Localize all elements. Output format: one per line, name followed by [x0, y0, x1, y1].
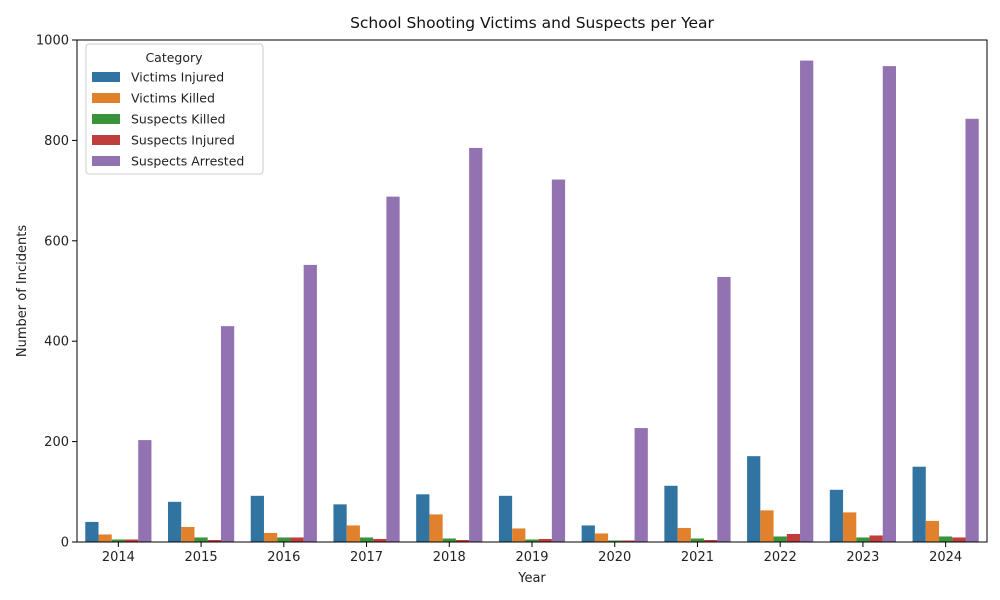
legend-swatch	[92, 93, 120, 103]
bar	[469, 147, 483, 542]
bar	[760, 510, 774, 542]
bar	[168, 501, 182, 542]
bar	[912, 466, 926, 542]
bar	[359, 537, 374, 542]
bar	[882, 66, 896, 542]
bar	[442, 538, 456, 542]
bar	[290, 537, 304, 542]
bar	[333, 504, 347, 542]
bar	[124, 539, 139, 542]
y-tick-label: 1000	[36, 34, 69, 49]
bar	[538, 538, 552, 542]
legend-swatch	[92, 72, 120, 82]
bar	[498, 495, 513, 542]
bar	[608, 540, 622, 542]
x-tick-label: 2023	[846, 550, 879, 565]
y-tick-label: 600	[44, 234, 69, 249]
bar	[111, 539, 125, 542]
bar	[194, 537, 208, 542]
bar	[677, 527, 691, 542]
bar	[207, 539, 221, 542]
y-tick-label: 400	[44, 335, 69, 350]
y-tick-label: 0	[61, 536, 69, 551]
bar	[952, 537, 966, 542]
bar	[346, 525, 360, 542]
legend-label: Suspects Killed	[131, 112, 226, 127]
bar	[717, 276, 731, 542]
legend-label: Suspects Injured	[131, 133, 235, 148]
bar	[965, 118, 979, 542]
legend-swatch	[92, 135, 120, 145]
bar	[138, 440, 152, 542]
x-axis-label: Year	[517, 571, 546, 586]
bar	[551, 179, 566, 542]
legend-title: Category	[145, 50, 203, 65]
bar	[277, 537, 291, 542]
chart-title: School Shooting Victims and Suspects per…	[350, 14, 714, 32]
bar	[512, 528, 526, 542]
bar	[747, 456, 761, 542]
bar	[856, 537, 870, 542]
legend-box	[85, 43, 264, 175]
x-tick-label: 2019	[515, 550, 548, 565]
x-tick-label: 2015	[185, 550, 218, 565]
bar	[800, 60, 814, 542]
bar	[429, 514, 443, 542]
bar	[250, 495, 264, 542]
legend-swatch	[92, 156, 120, 166]
bar	[664, 485, 678, 542]
bar	[455, 539, 470, 542]
legend-swatch	[92, 114, 120, 124]
bar	[98, 534, 112, 542]
bar	[373, 538, 387, 542]
bar	[220, 326, 235, 542]
bar	[594, 533, 609, 542]
x-tick-label: 2014	[102, 550, 135, 565]
bar	[634, 428, 648, 542]
x-tick-label: 2016	[267, 550, 300, 565]
bar	[416, 494, 430, 542]
legend-items: Victims Injured Victims Killed Suspects Ki…	[92, 70, 244, 169]
bar	[263, 532, 278, 542]
x-axis: 2014 2015 2016 2017 2018 2019 2020 2021 2022 2023…	[102, 542, 962, 565]
bar	[786, 533, 801, 542]
bar	[704, 539, 718, 542]
y-axis-label: Number of Incidents	[15, 225, 30, 357]
bar	[925, 520, 940, 542]
x-tick-label: 2022	[764, 550, 797, 565]
y-tick-label: 800	[44, 134, 69, 149]
bar	[85, 521, 99, 542]
bar	[386, 196, 400, 542]
bar	[690, 538, 705, 542]
plot-area	[76, 39, 988, 543]
bar	[843, 512, 857, 542]
bar	[525, 539, 539, 542]
y-axis: 0 200 400 600 800 1000	[36, 34, 77, 551]
bar	[581, 525, 595, 542]
legend-label: Victims Killed	[131, 91, 215, 106]
bar	[773, 536, 787, 542]
bar	[303, 264, 317, 542]
legend: Category Victims Injured Victims Killed Su…	[85, 43, 264, 175]
x-tick-label: 2021	[681, 550, 714, 565]
x-tick-label: 2020	[598, 550, 631, 565]
bar	[181, 526, 195, 542]
x-tick-label: 2018	[433, 550, 466, 565]
bar	[869, 535, 883, 542]
bar	[621, 540, 635, 542]
x-tick-label: 2024	[929, 550, 962, 565]
bar	[829, 489, 844, 542]
x-tick-label: 2017	[350, 550, 383, 565]
bar	[939, 536, 953, 542]
legend-label: Suspects Arrested	[131, 154, 244, 169]
y-tick-label: 200	[44, 435, 69, 450]
legend-label: Victims Injured	[131, 70, 224, 85]
